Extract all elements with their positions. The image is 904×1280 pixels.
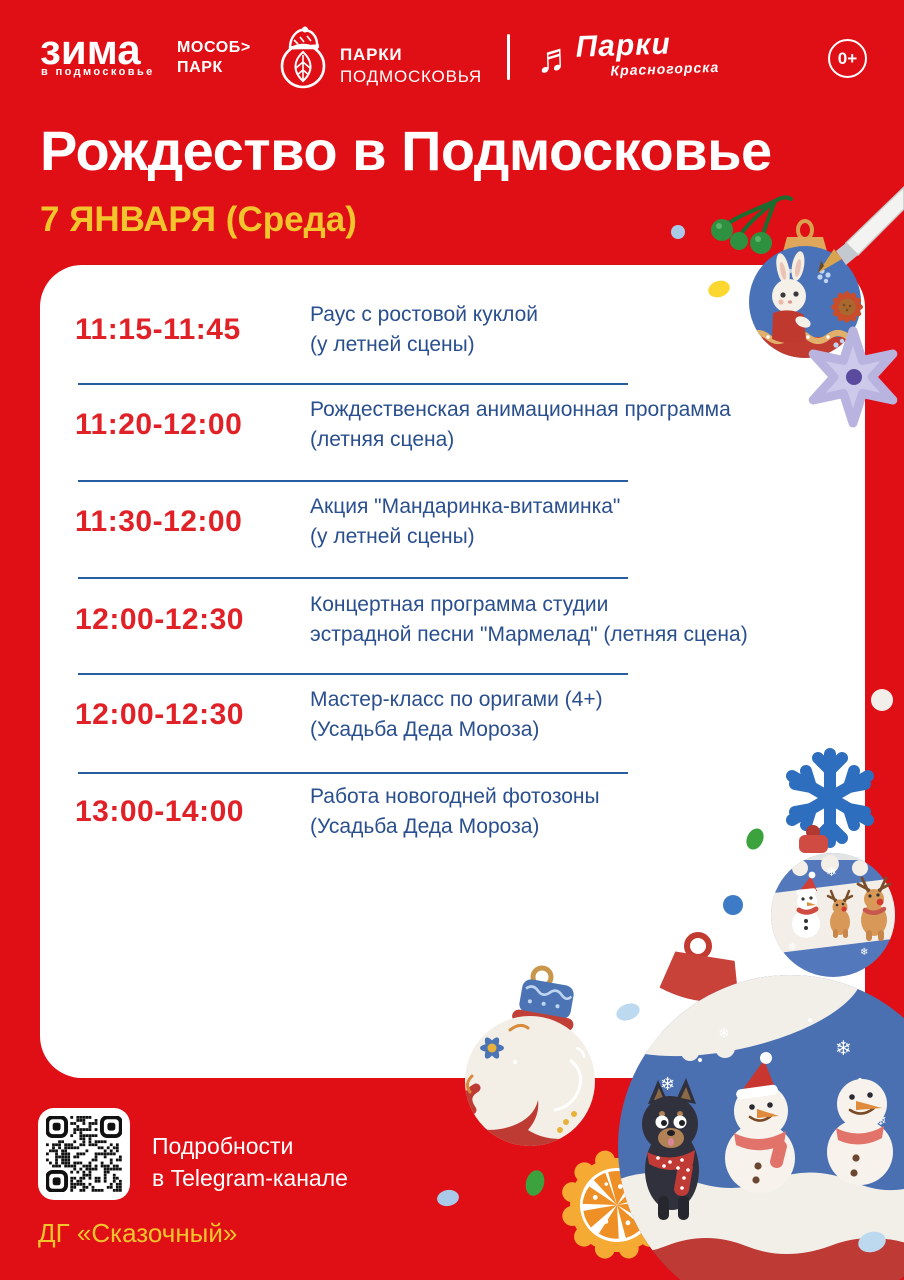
white-dot (871, 689, 893, 711)
leaf-in-circle-icon (280, 26, 326, 89)
event-time: 11:20-12:00 (75, 408, 243, 441)
event-time: 13:00-14:00 (75, 795, 244, 828)
parki-podmoskovya-logo: ПАРКИ ПОДМОСКОВЬЯ (276, 26, 482, 92)
event-time: 11:15-11:45 (75, 313, 241, 346)
row-divider (78, 577, 628, 579)
event-time: 11:30-12:00 (75, 505, 243, 538)
event-time: 12:00-12:30 (75, 603, 244, 636)
winter-hat-icon (288, 26, 320, 50)
schedule-row: 13:00-14:00 Работа новогодней фотозоны (… (75, 777, 835, 847)
event-date: 7 ЯНВАРЯ (Среда) (40, 200, 357, 239)
row-divider (78, 772, 628, 774)
row-divider (78, 673, 628, 675)
qr-caption: Подробности в Telegram-канале (152, 1133, 348, 1191)
zima-logo-subtitle: в подмосковье (41, 66, 155, 78)
venue-label: ДГ «Сказочный» (38, 1218, 238, 1248)
schedule-row: 12:00-12:30 Концертная программа студии … (75, 585, 835, 655)
parki-krasnogorska-logo: ♬ Парки Красногорска (535, 27, 720, 85)
event-time: 12:00-12:30 (75, 698, 244, 731)
schedule-row: 11:30-12:00 Акция "Мандаринка-витаминка"… (75, 487, 835, 557)
page-title: Рождество в Подмосковье (40, 119, 772, 182)
row-divider (78, 383, 628, 385)
row-divider (78, 480, 628, 482)
event-description: Концертная программа студии эстрадной пе… (310, 593, 748, 646)
schedule-row: 12:00-12:30 Мастер-класс по оригами (4+)… (75, 680, 835, 750)
schedule-row: 11:15-11:45 Раус с ростовой куклой (у ле… (75, 295, 835, 365)
schedule-row: 11:20-12:00 Рождественская анимационная … (75, 390, 835, 460)
event-description: Акция "Мандаринка-витаминка" (у летней с… (310, 495, 621, 548)
qr-code (38, 1108, 130, 1200)
event-description: Мастер-класс по оригами (4+) (Усадьба Де… (310, 688, 603, 741)
mosobpark-logo: МОСОБ> ПАРК (177, 39, 251, 76)
age-badge: 0+ (828, 39, 867, 78)
event-description: Раус с ростовой куклой (у летней сцены) (310, 303, 539, 356)
treble-clef-icon: ♬ (535, 35, 577, 82)
header-divider (507, 34, 510, 80)
event-description: Работа новогодней фотозоны (Усадьба Деда… (310, 785, 600, 838)
event-description: Рождественская анимационная программа (л… (310, 398, 731, 451)
schedule-card: 11:15-11:45 Раус с ростовой куклой (у ле… (40, 265, 865, 1078)
zima-logo: зима (40, 26, 141, 73)
